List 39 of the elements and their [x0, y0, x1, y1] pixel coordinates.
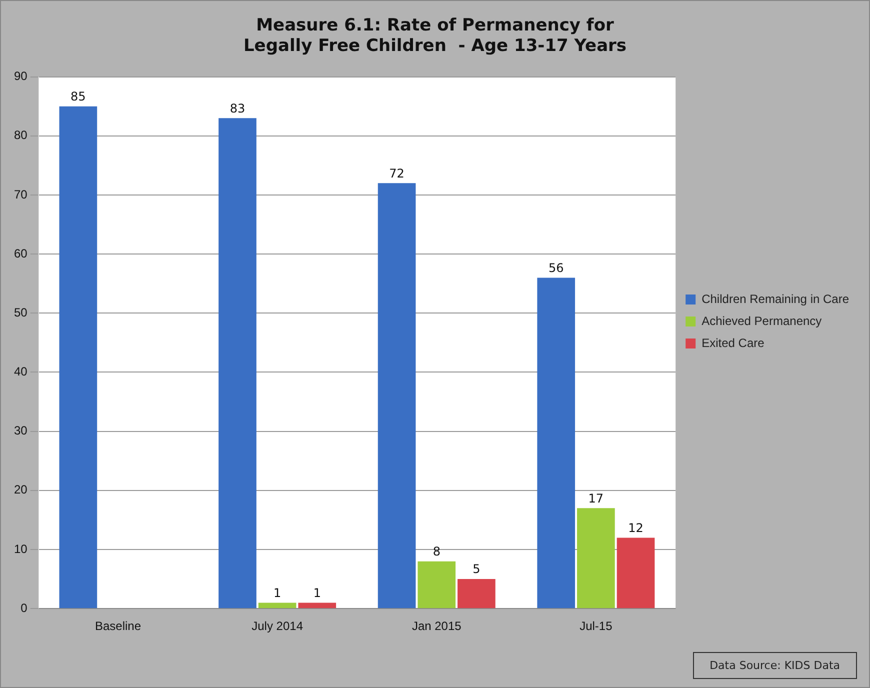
data-label: 12 [628, 520, 644, 535]
data-label: 17 [588, 491, 604, 506]
y-tick-label: 50 [14, 305, 28, 320]
data-label: 83 [230, 101, 246, 116]
x-tick-label: Jan 2015 [412, 619, 462, 634]
bar [298, 602, 336, 608]
chart-title: Measure 6.1: Rate of Permanency for Legally Free Children - Age 13-17 Years [243, 16, 627, 56]
y-tick-label: 30 [14, 424, 28, 438]
legend-label: Achieved Permanency [702, 314, 822, 328]
y-tick-label: 0 [20, 600, 28, 615]
bar [418, 561, 456, 608]
data-label: 72 [389, 166, 404, 180]
y-tick-label: 60 [14, 246, 28, 260]
bar [59, 106, 98, 608]
x-tick-label: July 2014 [252, 619, 304, 634]
source-note: Data Source: KIDS Data [692, 652, 857, 679]
data-label: 56 [548, 260, 564, 275]
bar [537, 278, 576, 608]
bar [458, 579, 496, 608]
y-tick-label: 10 [14, 542, 28, 556]
legend-label: Exited Care [702, 336, 765, 350]
y-tick-label: 20 [14, 482, 28, 497]
data-label: 1 [313, 586, 321, 600]
data-label: 8 [432, 544, 440, 558]
bar [577, 508, 615, 608]
x-tick-label: Jul-15 [580, 619, 613, 634]
x-tick-label: Baseline [94, 619, 142, 634]
data-label: 5 [472, 562, 480, 576]
data-label: 1 [273, 586, 282, 600]
bar [616, 538, 655, 608]
y-tick-label: 80 [14, 128, 28, 142]
bar [378, 183, 416, 608]
y-tick-label: 40 [14, 364, 28, 379]
legend-label: Children Remaining in Care [702, 292, 850, 306]
y-tick-label: 90 [14, 69, 28, 84]
bar [218, 118, 256, 608]
bar [258, 602, 296, 608]
data-label: 85 [70, 89, 86, 104]
y-tick-label: 70 [14, 187, 28, 202]
